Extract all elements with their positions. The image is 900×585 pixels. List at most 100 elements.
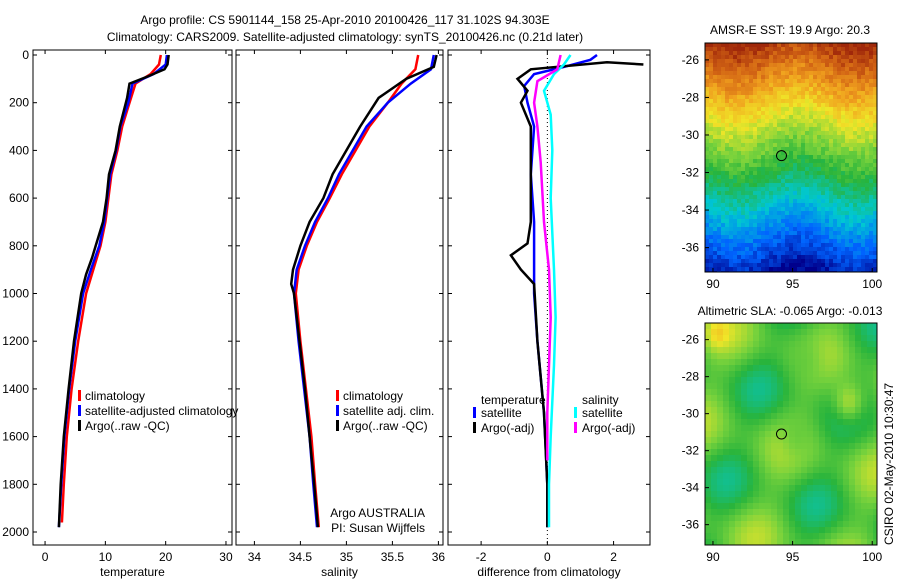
map-cell — [853, 51, 857, 55]
map-cell — [753, 183, 757, 187]
map-cell — [729, 267, 733, 271]
map-cell — [785, 263, 789, 267]
map-cell — [849, 67, 853, 71]
map-cell — [867, 359, 873, 365]
map-cell — [729, 151, 733, 155]
map-cell — [733, 203, 737, 207]
map-cell — [861, 63, 865, 67]
map-cell — [759, 413, 765, 419]
map-cell — [853, 159, 857, 163]
map-cell — [759, 401, 765, 407]
map-cell — [809, 211, 813, 215]
map-cell — [813, 491, 819, 497]
map-cell — [861, 175, 865, 179]
map-cell — [713, 83, 717, 87]
map-cell — [821, 163, 825, 167]
map-cell — [819, 443, 825, 449]
map-cell — [713, 247, 717, 251]
map-cell — [725, 143, 729, 147]
map-cell — [725, 247, 729, 251]
map-cell — [873, 347, 877, 353]
map-cell — [805, 103, 809, 107]
map-cell — [733, 155, 737, 159]
map-cell — [761, 191, 765, 195]
map-cell — [819, 473, 825, 479]
map-cell — [809, 239, 813, 243]
map-cell — [845, 203, 849, 207]
map-cell — [761, 103, 765, 107]
map-cell — [723, 509, 729, 515]
map-cell — [825, 219, 829, 223]
map-cell — [761, 251, 765, 255]
map-cell — [867, 365, 873, 371]
map-cell — [805, 99, 809, 103]
map-cell — [741, 99, 745, 103]
map-cell — [873, 151, 877, 155]
map-cell — [793, 127, 797, 131]
map-cell — [861, 119, 865, 123]
map-cell — [837, 479, 843, 485]
map-cell — [867, 509, 873, 515]
map-cell — [845, 151, 849, 155]
map-cell — [845, 139, 849, 143]
map-cell — [837, 473, 843, 479]
map-cell — [869, 143, 873, 147]
map-cell — [717, 131, 721, 135]
map-cell — [867, 329, 873, 335]
map-cell — [765, 143, 769, 147]
map-cell — [757, 75, 761, 79]
map-cell — [837, 497, 843, 503]
map-cell — [849, 497, 855, 503]
map-cell — [777, 163, 781, 167]
map-cell — [749, 191, 753, 195]
map-cell — [729, 251, 733, 255]
map-cell — [869, 167, 873, 171]
x-tick-label: 34.5 — [289, 550, 313, 564]
map-cell — [741, 87, 745, 91]
map-cell — [797, 267, 801, 271]
map-cell — [757, 107, 761, 111]
map-cell — [717, 247, 721, 251]
map-cell — [757, 219, 761, 223]
map-cell — [777, 473, 783, 479]
map-cell — [845, 147, 849, 151]
map-cell — [813, 431, 819, 437]
map-cell — [867, 539, 873, 545]
map-cell — [759, 443, 765, 449]
map-cell — [789, 51, 793, 55]
map-cell — [845, 115, 849, 119]
map-cell — [717, 175, 721, 179]
map-cell — [843, 395, 849, 401]
map-cell — [729, 219, 733, 223]
map-cell — [789, 323, 795, 329]
map-cell — [713, 195, 717, 199]
map-cell — [749, 195, 753, 199]
map-cell — [837, 491, 843, 497]
map-cell — [717, 413, 723, 419]
map-cell — [857, 187, 861, 191]
map-cell — [793, 259, 797, 263]
map-cell — [809, 179, 813, 183]
map-cell — [713, 231, 717, 235]
map-cell — [809, 83, 813, 87]
map-cell — [849, 151, 853, 155]
map-cell — [849, 183, 853, 187]
map-cell — [765, 83, 769, 87]
map-cell — [849, 119, 853, 123]
map-cell — [837, 231, 841, 235]
map-cell — [843, 443, 849, 449]
map-cell — [865, 167, 869, 171]
map-cell — [855, 515, 861, 521]
map-cell — [773, 107, 777, 111]
map-cell — [843, 413, 849, 419]
y-tick-label: 200 — [9, 96, 29, 110]
map-cell — [745, 243, 749, 247]
map-cell — [729, 425, 735, 431]
map-cell — [841, 255, 845, 259]
map-cell — [805, 139, 809, 143]
map-cell — [857, 139, 861, 143]
map-cell — [745, 247, 749, 251]
map-cell — [733, 107, 737, 111]
map-cell — [773, 131, 777, 135]
map-cell — [807, 473, 813, 479]
